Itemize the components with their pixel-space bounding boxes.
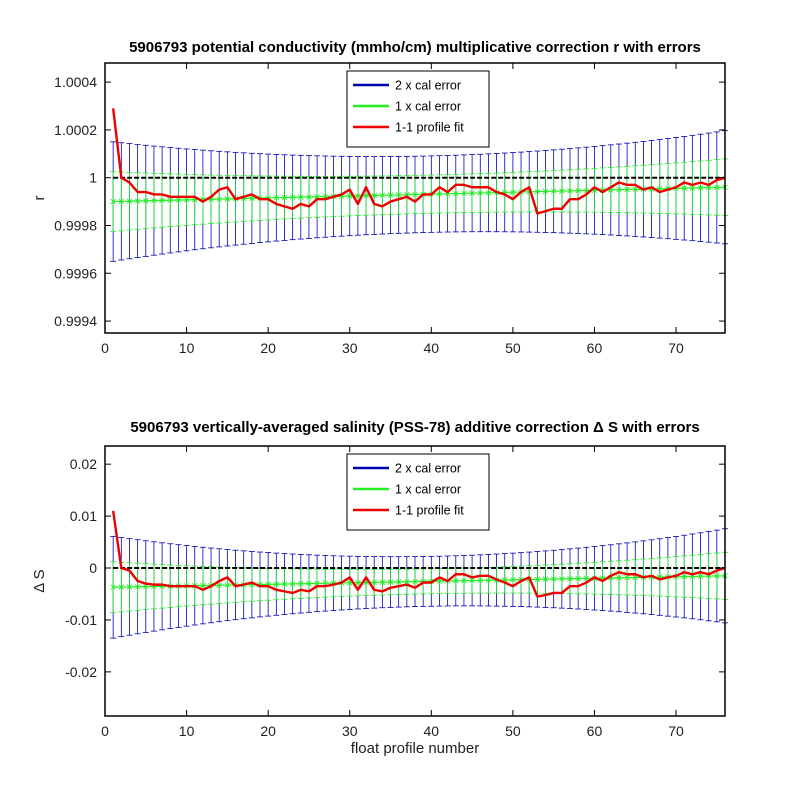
x-tick-label: 60 [587,723,603,739]
legend-entry: 1 x cal error [395,483,461,497]
x-tick-label: 60 [587,340,603,356]
x-tick-label: 70 [668,723,684,739]
axes-box [104,445,726,717]
chart-title: 5906793 vertically-averaged salinity (PS… [130,419,699,436]
x-tick-label: 10 [179,723,195,739]
chart-panel-2: 5906793 vertically-averaged salinity (PS… [31,419,728,757]
series-profile-fit [111,510,726,598]
y-tick-label: 1.0004 [54,74,97,90]
y-tick-label: -0.01 [65,612,97,628]
legend-entry: 2 x cal error [395,462,461,476]
cal-center-line [113,186,726,203]
y-axis-label: Δ S [31,569,48,592]
x-tick-label: 30 [342,723,358,739]
y-tick-label: 0.9994 [54,313,97,329]
legend-box [346,453,490,531]
error-bars-1x [110,158,728,232]
chart-panel-1: 5906793 potential conductivity (mmho/cm)… [31,39,728,356]
axes-box [104,62,726,334]
legend: 2 x cal error 1 x cal error 1-1 profile fi… [346,453,490,531]
x-tick-label: 50 [505,723,521,739]
x-tick-label: 0 [101,723,109,739]
x-tick-label: 70 [668,340,684,356]
legend-entry: 1 x cal error [395,100,461,114]
x-tick-label: 0 [101,340,109,356]
x-axis-label: float profile number [351,740,479,757]
y-tick-label: 0.02 [70,456,97,472]
legend-box [346,70,490,148]
y-tick-label: 0.9996 [54,265,97,281]
y-tick-label: 0.01 [70,508,97,524]
series-profile-fit [111,108,726,215]
x-tick-label: 50 [505,340,521,356]
y-tick-label: 1.0002 [54,122,97,138]
y-tick-label: 0.9998 [54,217,97,233]
x-tick-label: 20 [260,723,276,739]
legend-entry: 1-1 profile fit [395,121,464,135]
y-tick-label: -0.02 [65,664,97,680]
x-tick-label: 40 [424,723,440,739]
y-tick-label: 0 [89,560,97,576]
x-tick-label: 30 [342,340,358,356]
y-tick-label: 1 [89,170,97,186]
legend: 2 x cal error 1 x cal error 1-1 profile fi… [346,70,490,148]
y-axis-label: r [31,196,48,201]
x-tick-label: 10 [179,340,195,356]
x-tick-label: 20 [260,340,276,356]
legend-entry: 1-1 profile fit [395,504,464,518]
cal-center-line [113,575,726,588]
legend-entry: 2 x cal error [395,79,461,93]
x-tick-label: 40 [424,340,440,356]
chart-title: 5906793 potential conductivity (mmho/cm)… [129,39,701,56]
